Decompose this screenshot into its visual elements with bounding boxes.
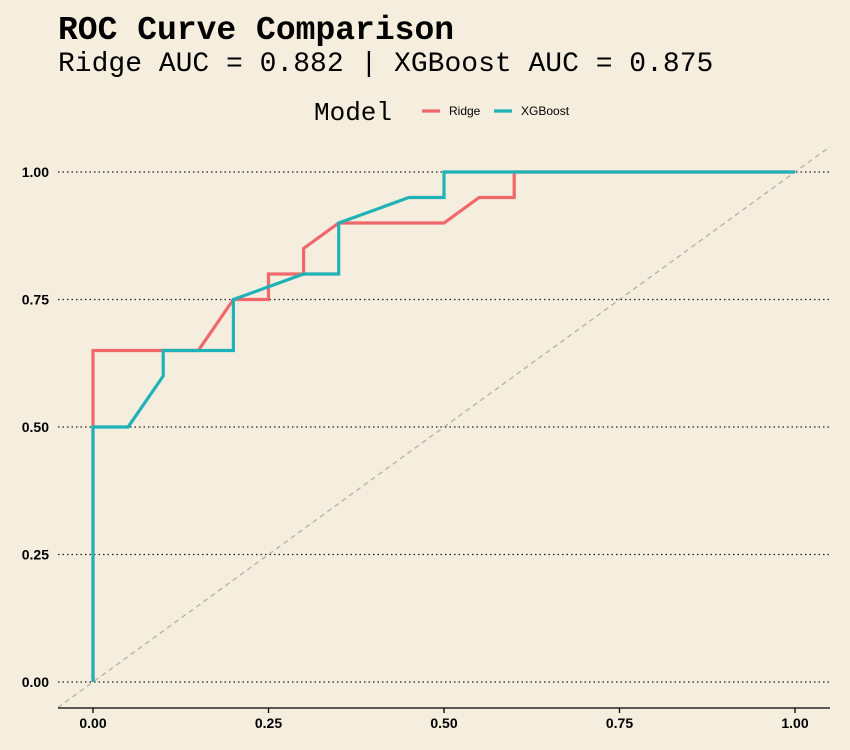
x-tick-label: 0.50: [430, 715, 457, 731]
series-line-xgboost: [91, 170, 795, 682]
x-tick-label: 0.25: [255, 715, 282, 731]
x-tick-label: 0.00: [79, 715, 106, 731]
legend-label-xgboost: XGBoost: [521, 104, 570, 118]
y-tick-label: 1.00: [22, 164, 49, 180]
chart-title: ROC Curve Comparison: [58, 12, 455, 49]
y-axis-ticks: 0.00 0.25 0.50 0.75 1.00: [22, 164, 49, 690]
series-line-ridge: [91, 170, 795, 682]
y-tick-label: 0.25: [22, 547, 49, 563]
y-tick-label: 0.00: [22, 674, 49, 690]
roc-series: [91, 170, 795, 682]
y-tick-label: 0.75: [22, 292, 49, 308]
legend: Model Ridge XGBoost: [314, 98, 570, 128]
legend-label-ridge: Ridge: [449, 104, 481, 118]
x-tick-label: 0.75: [606, 715, 633, 731]
x-axis-ticks: 0.00 0.25 0.50 0.75 1.00: [79, 708, 809, 731]
x-tick-label: 1.00: [781, 715, 808, 731]
diagonal-reference-line: [57, 145, 831, 709]
chart-subtitle: Ridge AUC = 0.882 | XGBoost AUC = 0.875: [58, 49, 714, 80]
y-tick-label: 0.50: [22, 419, 49, 435]
legend-title: Model: [314, 98, 392, 128]
